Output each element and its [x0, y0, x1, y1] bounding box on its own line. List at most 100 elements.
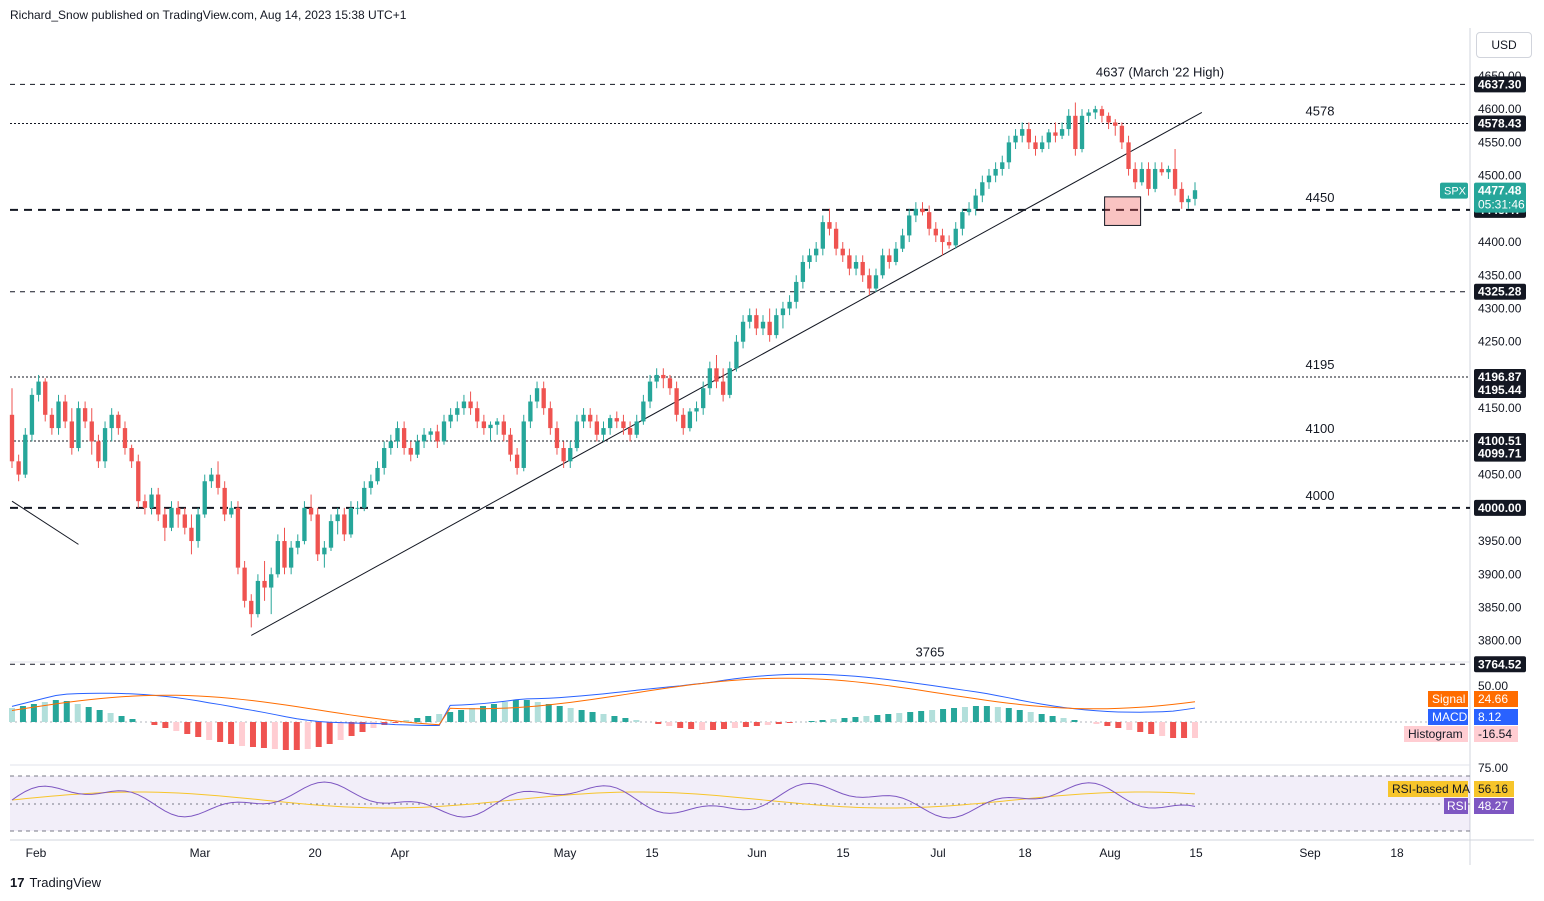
- horizontal-levels: 4637 (March '22 High) 4578 4450 4195 4100 400…: [10, 64, 1470, 665]
- candle-body: [920, 208, 925, 213]
- x-tick-label: 15: [645, 846, 659, 860]
- macd-histogram-bar: [370, 722, 377, 728]
- candle-body: [255, 580, 261, 615]
- macd-histogram-bar: [260, 722, 267, 748]
- macd-histogram-bar: [184, 722, 191, 734]
- macd-histogram-bar: [501, 702, 508, 722]
- y-tick-label: 3950.00: [1478, 534, 1522, 548]
- macd-histogram-bar: [85, 707, 92, 722]
- y-tick-label: 3850.00: [1478, 600, 1522, 614]
- candle-body: [973, 195, 978, 209]
- macd-histogram-bar: [1016, 710, 1023, 722]
- candle-body: [727, 368, 732, 395]
- candle-body: [175, 507, 181, 515]
- price-tag: 4000.00: [1478, 501, 1522, 515]
- macd-value-bg: [1474, 709, 1518, 725]
- x-tick-label: Jun: [747, 846, 766, 860]
- candle-body: [448, 414, 453, 422]
- rsi-legend-bg: [1388, 781, 1468, 797]
- macd-histogram-bar: [720, 722, 727, 729]
- macd-legend-label: Histogram: [1408, 727, 1463, 741]
- candle-body: [136, 461, 141, 502]
- candle-body: [202, 481, 207, 515]
- candle-body: [169, 507, 174, 528]
- candle-body: [122, 428, 128, 449]
- candle-body: [667, 378, 673, 389]
- macd-histogram-bar: [534, 702, 541, 722]
- candle-body: [568, 448, 573, 462]
- candle-body: [707, 368, 712, 389]
- candle-body: [607, 418, 613, 429]
- macd-histogram-bar: [589, 712, 596, 722]
- macd-histogram-bar: [249, 722, 256, 747]
- y-tick-label: 4600.00: [1478, 102, 1522, 116]
- rsi-legend-label: RSI-based MA: [1392, 782, 1470, 796]
- candle-body: [295, 541, 300, 548]
- tradingview-logo[interactable]: 17 TradingView: [10, 875, 101, 890]
- macd-line: [11, 673, 1196, 727]
- candle-body: [1159, 168, 1164, 173]
- candle-body: [853, 261, 859, 269]
- macd-histogram-bar: [863, 716, 870, 722]
- time-axis[interactable]: Feb Mar 20 Apr May 15 Jun 15 Jul 18 Aug 15 Sep 18: [26, 846, 1404, 860]
- rsi-pane: [10, 775, 1470, 832]
- trendlines: [11, 111, 1203, 636]
- price-tag-bg: [1474, 656, 1526, 673]
- rsi-value: 56.16: [1478, 782, 1508, 796]
- macd-histogram-bar: [578, 710, 585, 722]
- macd-histogram-bar: [480, 706, 487, 722]
- candle-body: [328, 521, 334, 548]
- macd-level-label: 50.00: [1478, 679, 1508, 693]
- candle-body: [156, 494, 161, 515]
- rsi-legend-label: RSI: [1447, 799, 1467, 813]
- rsi-line: [11, 781, 1196, 819]
- highlight-box: [1104, 196, 1142, 226]
- macd-histogram-bar: [1060, 718, 1067, 722]
- candle-body: [827, 222, 832, 229]
- macd-histogram-bar: [764, 722, 771, 725]
- rsi-value: 48.27: [1478, 799, 1508, 813]
- macd-histogram-bar: [228, 722, 235, 744]
- macd-histogram-bar: [556, 706, 563, 722]
- candle-body: [49, 414, 55, 429]
- candle-body: [63, 401, 68, 422]
- level-label: 4000: [1306, 488, 1335, 503]
- candle-body: [262, 580, 267, 588]
- macd-histogram-bar: [1137, 722, 1144, 732]
- macd-value: -16.54: [1478, 727, 1512, 741]
- trendline: [251, 111, 1203, 636]
- macd-histogram-bar: [118, 716, 125, 722]
- candle-body: [1039, 142, 1045, 150]
- candle-body: [694, 408, 699, 412]
- macd-histogram-bar: [282, 722, 289, 750]
- macd-histogram-bar: [523, 700, 530, 722]
- level-label: 4578: [1306, 103, 1335, 118]
- rsi-level-label: 75.00: [1478, 761, 1508, 775]
- y-tick-label: 4500.00: [1478, 169, 1522, 183]
- candle-body: [780, 308, 786, 316]
- candle-body: [953, 228, 958, 246]
- candle-body: [382, 448, 387, 468]
- candle-body: [807, 255, 812, 262]
- macd-histogram-bar: [983, 706, 990, 722]
- price-tag-bg: [1474, 499, 1526, 516]
- price-axis[interactable]: 4650.004600.004550.004500.004450.004400.…: [1388, 69, 1526, 814]
- macd-histogram-bar: [677, 722, 684, 728]
- price-tag-bg: [1474, 445, 1526, 462]
- macd-histogram-bar: [907, 712, 914, 722]
- candle-body: [249, 600, 254, 615]
- macd-histogram-bar: [9, 708, 15, 722]
- macd-histogram-bar: [852, 717, 859, 722]
- macd-histogram-bar: [972, 706, 979, 722]
- currency-button[interactable]: USD: [1476, 32, 1532, 58]
- macd-histogram-bar: [786, 722, 793, 723]
- y-tick-label: 4400.00: [1478, 235, 1522, 249]
- candle-body: [561, 448, 566, 462]
- candle-body: [229, 507, 234, 515]
- candle-body: [774, 315, 779, 336]
- candle-body: [1133, 168, 1138, 183]
- macd-histogram-bar: [151, 722, 158, 725]
- candle-body: [342, 514, 347, 535]
- x-tick-label: Jul: [930, 846, 945, 860]
